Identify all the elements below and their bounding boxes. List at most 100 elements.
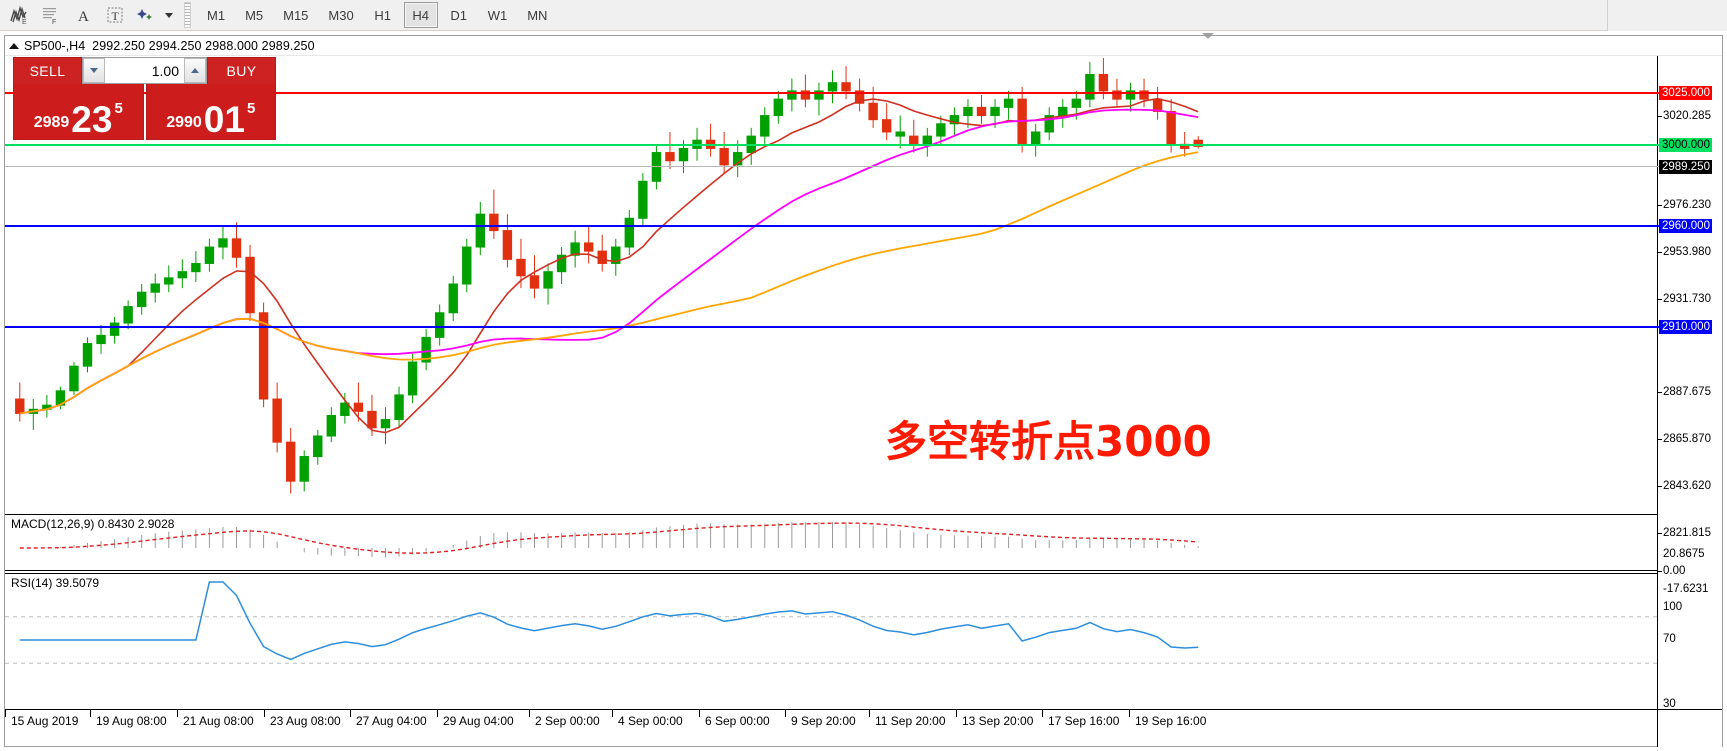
price-tick-2821: 2821.815 <box>1663 527 1711 539</box>
price-badge-2910: 2910.000 <box>1659 320 1712 334</box>
time-axis-tick <box>350 710 351 717</box>
buy-price-pipette: 5 <box>246 100 256 117</box>
chart-info-bar: SP500-,H4 2992.250 2994.250 2988.000 298… <box>5 33 1722 56</box>
main-price-pane[interactable]: 多空转折点3000 <box>5 56 1659 512</box>
macd-plot <box>19 522 1199 558</box>
time-axis[interactable]: 15 Aug 2019 19 Aug 08:00 21 Aug 08:00 23 Au… <box>5 709 1659 746</box>
time-axis-tick <box>869 710 870 717</box>
timeframe-w1[interactable]: W1 <box>487 7 508 23</box>
one-click-trading-panel[interactable]: SELL 1.00 BUY 2989 23 5 2990 01 5 <box>13 57 276 140</box>
time-axis-tick <box>177 710 178 717</box>
time-axis-label: 29 Aug 04:00 <box>443 714 514 728</box>
time-axis-tick <box>437 710 438 717</box>
sell-price-prefix: 2989 <box>33 114 70 131</box>
candlestick-plot <box>15 58 1203 494</box>
level-line-3025 <box>5 92 1659 94</box>
svg-text:A: A <box>78 9 89 25</box>
price-badge-2960: 2960.000 <box>1659 219 1712 233</box>
time-axis-tick <box>785 710 786 717</box>
chart-symbol-label: SP500-,H4 <box>24 38 86 53</box>
timeframe-h1[interactable]: H1 <box>374 7 392 23</box>
price-tick-2976: 2976.230 <box>1663 199 1711 211</box>
price-tick-2887: 2887.675 <box>1663 386 1711 398</box>
timeframe-d1[interactable]: D1 <box>450 7 468 23</box>
macd-indicator-pane[interactable]: MACD(12,26,9) 0.8430 2.9028 <box>5 514 1659 571</box>
macd-label: MACD(12,26,9) 0.8430 2.9028 <box>11 517 179 531</box>
price-tick-3020: 3020.285 <box>1663 110 1711 122</box>
time-axis-label: 19 Aug 08:00 <box>96 714 167 728</box>
time-axis-label: 9 Sep 20:00 <box>791 714 856 728</box>
time-axis-tick <box>956 710 957 717</box>
volume-stepper[interactable]: 1.00 <box>82 57 207 84</box>
text-box-icon[interactable]: T <box>100 1 130 29</box>
rsi-indicator-pane[interactable]: RSI(14) 39.5079 <box>5 573 1659 710</box>
price-scale[interactable]: 3020.285 2976.230 2953.980 2931.730 2887… <box>1657 56 1722 747</box>
time-axis-tick <box>1042 710 1043 717</box>
timeframe-mn[interactable]: MN <box>527 7 548 23</box>
chart-minimize-arrow-icon[interactable] <box>1202 33 1214 39</box>
time-axis-label: 19 Sep 16:00 <box>1135 714 1207 728</box>
time-axis-label: 21 Aug 08:00 <box>183 714 254 728</box>
rsi-scale-100: 100 <box>1663 601 1683 613</box>
trade-panel-top-row: SELL 1.00 BUY <box>13 57 276 84</box>
trade-panel-price-row: 2989 23 5 2990 01 5 <box>13 84 276 140</box>
time-axis-tick <box>529 710 530 717</box>
drawings-icon[interactable] <box>132 1 162 29</box>
bid-price-line <box>5 166 1659 167</box>
volume-increment-button[interactable] <box>184 58 206 83</box>
indicators-icon[interactable]: E <box>4 1 34 29</box>
volume-input[interactable]: 1.00 <box>105 58 184 83</box>
macd-scale-bottom: -17.6231 <box>1663 583 1709 595</box>
text-label-icon[interactable]: A <box>68 1 98 29</box>
chart-toolbar: E F A T <box>0 0 1727 31</box>
objects-list-icon[interactable]: F <box>36 1 66 29</box>
time-axis-label: 17 Sep 16:00 <box>1048 714 1120 728</box>
level-line-3000 <box>5 144 1659 146</box>
time-axis-tick <box>264 710 265 717</box>
svg-text:F: F <box>52 19 56 25</box>
rsi-plot <box>5 581 1659 664</box>
volume-decrement-button[interactable] <box>83 58 105 83</box>
sell-price-box[interactable]: 2989 23 5 <box>13 84 144 140</box>
time-axis-tick <box>612 710 613 717</box>
rsi-scale-70: 70 <box>1663 633 1676 645</box>
timeframe-m30[interactable]: M30 <box>328 7 354 23</box>
chart-annotation-text: 多空转折点3000 <box>885 417 1212 466</box>
toolbar-right-panel-stub <box>1607 0 1727 31</box>
level-line-2910 <box>5 326 1659 328</box>
time-axis-tick <box>699 710 700 717</box>
time-axis-tick <box>90 710 91 717</box>
timeframe-m15[interactable]: M15 <box>283 7 309 23</box>
time-axis-label: 27 Aug 04:00 <box>356 714 427 728</box>
buy-price-main: 01 <box>203 99 245 140</box>
chart-window: SP500-,H4 2992.250 2994.250 2988.000 298… <box>4 33 1723 747</box>
buy-price-box[interactable]: 2990 01 5 <box>145 84 276 140</box>
chart-expand-triangle-icon[interactable] <box>9 42 19 49</box>
time-axis-label: 6 Sep 00:00 <box>705 714 770 728</box>
sell-button[interactable]: SELL <box>13 57 82 84</box>
time-axis-tick <box>1129 710 1130 717</box>
price-tick-2931: 2931.730 <box>1663 293 1711 305</box>
buy-button[interactable]: BUY <box>207 57 276 84</box>
drawings-dropdown-caret[interactable] <box>162 1 176 29</box>
time-axis-label: 13 Sep 20:00 <box>962 714 1034 728</box>
rsi-scale-30: 30 <box>1663 698 1676 710</box>
timeframe-m1[interactable]: M1 <box>207 7 226 23</box>
price-badge-3000: 3000.000 <box>1659 138 1712 152</box>
timeframe-h4[interactable]: H4 <box>403 2 438 28</box>
time-axis-label: 11 Sep 20:00 <box>875 714 946 728</box>
svg-text:T: T <box>112 9 120 23</box>
macd-scale-top: 20.8675 <box>1663 548 1705 560</box>
price-badge-3025: 3025.000 <box>1659 86 1712 100</box>
buy-price-prefix: 2990 <box>166 114 202 131</box>
price-tick-2843: 2843.620 <box>1663 480 1711 492</box>
level-line-2960 <box>5 225 1659 227</box>
price-tick-2953: 2953.980 <box>1663 246 1711 258</box>
time-axis-label: 15 Aug 2019 <box>11 714 79 728</box>
time-axis-label: 2 Sep 00:00 <box>535 714 600 728</box>
rsi-label: RSI(14) 39.5079 <box>11 576 104 590</box>
timeframe-m5[interactable]: M5 <box>245 7 264 23</box>
price-tick-2865: 2865.870 <box>1663 433 1711 445</box>
time-axis-tick <box>5 710 6 717</box>
